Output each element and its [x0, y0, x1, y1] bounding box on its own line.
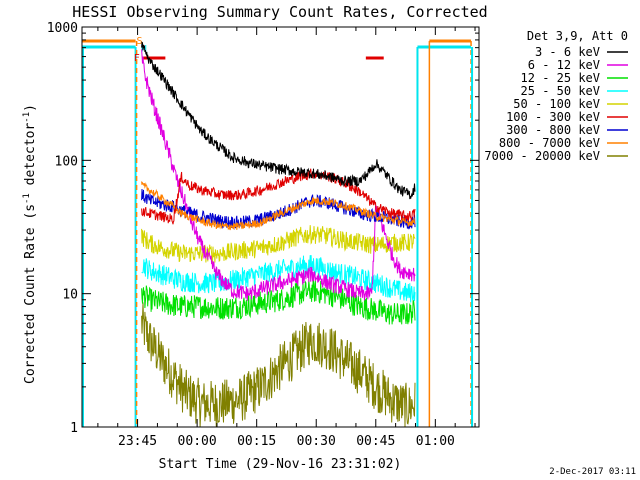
y-axis-ticks: 1 10 100 1000 — [47, 21, 479, 436]
legend-label: 25 - 50 keV — [521, 84, 600, 98]
x-tick-label: 00:00 — [178, 434, 217, 449]
y-tick-label: 100 — [55, 154, 78, 169]
plot-content: SNF — [82, 36, 474, 428]
y-tick-label: 1 — [70, 421, 78, 436]
y-axis-label-main: Corrected Count Rate (s — [23, 204, 38, 384]
legend-label: 300 - 800 keV — [506, 123, 600, 137]
x-tick-label: 00:45 — [356, 434, 395, 449]
saa-marker-label: S — [137, 36, 143, 47]
series-line-5 — [141, 168, 416, 225]
series-line-0 — [141, 41, 416, 200]
legend-label: 7000 - 20000 keV — [484, 149, 600, 163]
legend-label: 800 - 7000 keV — [499, 136, 600, 150]
legend-header: Det 3,9, Att 0 — [527, 29, 628, 43]
series-line-7 — [141, 181, 416, 231]
x-axis-label: Start Time (29-Nov-16 23:31:02) — [159, 457, 402, 472]
y-tick-label: 1000 — [47, 21, 78, 36]
night-marker-label: N — [141, 44, 147, 55]
y-axis-label-mid: detector — [23, 123, 38, 194]
x-tick-label: 00:15 — [237, 434, 276, 449]
legend-label: 3 - 6 keV — [535, 45, 600, 59]
y-axis-label: Corrected Count Rate (s-1 detector-1) — [22, 104, 38, 384]
legend-label: 12 - 25 keV — [521, 71, 600, 85]
y-tick-label: 10 — [62, 288, 78, 303]
x-tick-label: 01:00 — [416, 434, 455, 449]
series-line-4 — [141, 225, 416, 264]
y-axis-label-sup1: -1 — [22, 193, 32, 204]
chart-title: HESSI Observing Summary Count Rates, Cor… — [72, 3, 487, 21]
series-line-2 — [141, 278, 416, 325]
x-tick-label: 00:30 — [297, 434, 336, 449]
y-axis-label-end: ) — [23, 104, 38, 112]
x-axis-ticks: 23:45 00:00 00:15 00:30 00:45 01:00 — [97, 27, 476, 449]
series-line-6 — [141, 188, 416, 231]
series-line-3 — [141, 255, 416, 303]
legend-label: 6 - 12 keV — [528, 58, 600, 72]
legend-label: 50 - 100 keV — [513, 97, 600, 111]
flare-marker-label: F — [134, 53, 140, 64]
series-line-8 — [141, 302, 416, 428]
legend-label: 100 - 300 keV — [506, 110, 600, 124]
timestamp: 2-Dec-2017 03:11 — [549, 467, 636, 477]
plot-frame — [81, 26, 480, 428]
x-tick-label: 23:45 — [118, 434, 157, 449]
y-axis-label-sup2: -1 — [22, 112, 32, 123]
